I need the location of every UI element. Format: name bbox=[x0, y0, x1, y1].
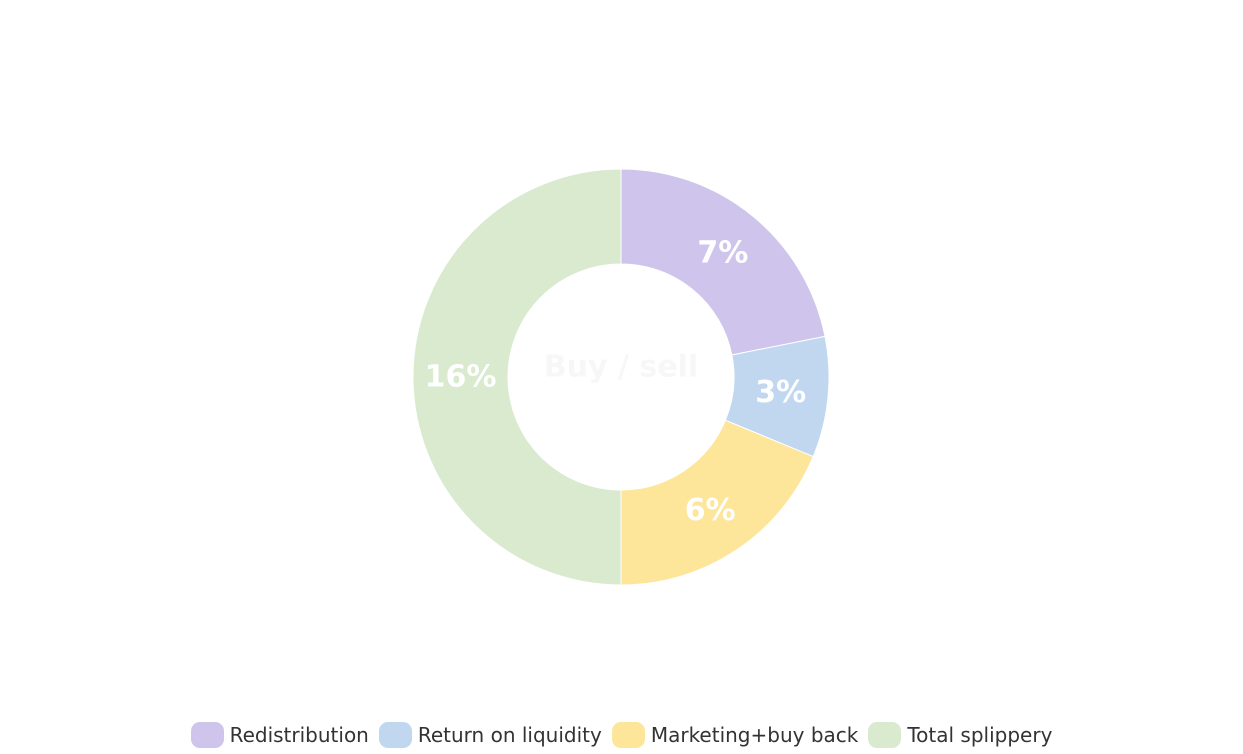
legend-label-2: Marketing+buy back bbox=[650, 723, 859, 747]
legend-item-3[interactable]: Total splippery bbox=[868, 722, 1052, 748]
center-label: Buy / sell bbox=[544, 350, 698, 385]
slice-label-1: 3% bbox=[755, 375, 806, 410]
legend-item-1[interactable]: Return on liquidity bbox=[378, 722, 602, 748]
donut-chart: Buy / sell 7% 3% 6% 16% bbox=[412, 168, 830, 586]
legend-swatch-3 bbox=[868, 722, 902, 748]
legend-swatch-2 bbox=[611, 722, 645, 748]
donut-slices bbox=[412, 168, 830, 586]
legend-swatch-0 bbox=[190, 722, 224, 748]
slice-label-2: 6% bbox=[685, 493, 736, 528]
slice-label-0: 7% bbox=[697, 235, 748, 270]
slice-labels: 7% 3% 6% 16% bbox=[425, 235, 807, 528]
donut-slice-2[interactable] bbox=[620, 419, 814, 586]
chart-legend: Redistribution Return on liquidity Marketi… bbox=[0, 718, 1243, 752]
legend-label-1: Return on liquidity bbox=[417, 723, 602, 747]
slice-label-3: 16% bbox=[425, 360, 497, 395]
legend-label-3: Total splippery bbox=[907, 723, 1053, 747]
legend-label-0: Redistribution bbox=[229, 723, 369, 747]
legend-item-2[interactable]: Marketing+buy back bbox=[611, 722, 859, 748]
donut-slice-0[interactable] bbox=[620, 168, 826, 356]
donut-slice-3[interactable] bbox=[412, 168, 622, 586]
legend-item-0[interactable]: Redistribution bbox=[190, 722, 369, 748]
legend-swatch-1 bbox=[378, 722, 412, 748]
